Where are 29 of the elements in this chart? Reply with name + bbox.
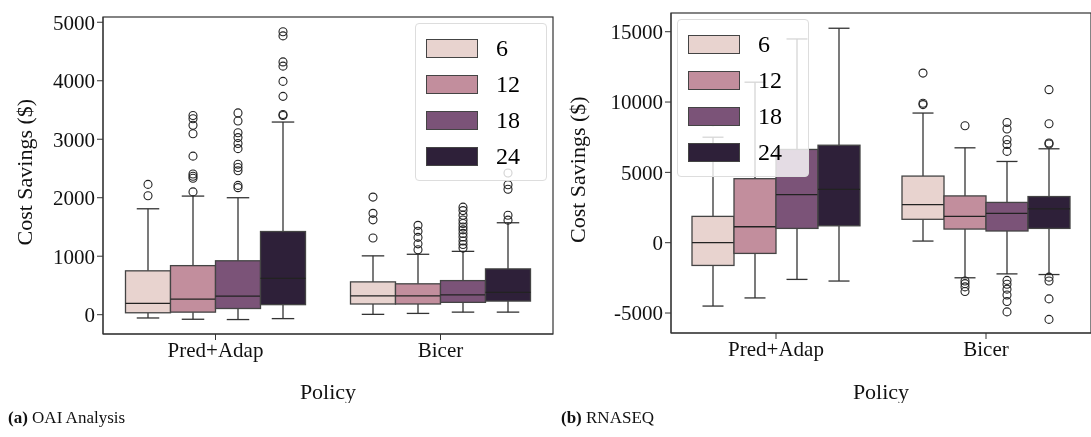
- legend-label: 6: [496, 34, 509, 62]
- y-axis-title: Cost Savings ($): [564, 96, 590, 243]
- x-axis-title: Policy: [299, 379, 357, 404]
- y-tick-label: 5000: [53, 10, 95, 35]
- y-tick-label: 15000: [610, 20, 663, 45]
- y-tick-label: 0: [652, 231, 663, 256]
- x-tick-label: Bicer: [963, 336, 1009, 361]
- text: (b) RNASEQ: [561, 408, 655, 428]
- x-tick-label: Pred+Adap: [167, 337, 264, 362]
- legend-label: 18: [496, 106, 521, 134]
- y-tick-label: 4000: [53, 69, 95, 94]
- legend-label: 12: [758, 66, 783, 94]
- y-tick-label: 2000: [53, 186, 95, 211]
- y-tick-label: 0: [84, 303, 95, 328]
- legend-label: 6: [758, 30, 771, 58]
- legend-label: 24: [758, 138, 783, 166]
- y-tick-label: 5000: [621, 160, 663, 185]
- y-tick-label: 3000: [53, 127, 95, 152]
- x-tick-label: Pred+Adap: [728, 336, 824, 361]
- legend-label: 12: [496, 70, 521, 98]
- y-tick-label: 10000: [610, 90, 663, 115]
- y-axis-title: Cost Savings ($): [11, 98, 37, 246]
- y-tick-label: 1000: [53, 244, 95, 269]
- y-tick-label: -5000: [614, 301, 663, 326]
- legend-label: 24: [496, 142, 521, 170]
- text: (a) OAI Analysis: [8, 408, 126, 428]
- x-axis-title: Policy: [852, 379, 910, 404]
- legend-label: 18: [758, 102, 783, 130]
- x-tick-label: Bicer: [417, 337, 464, 362]
